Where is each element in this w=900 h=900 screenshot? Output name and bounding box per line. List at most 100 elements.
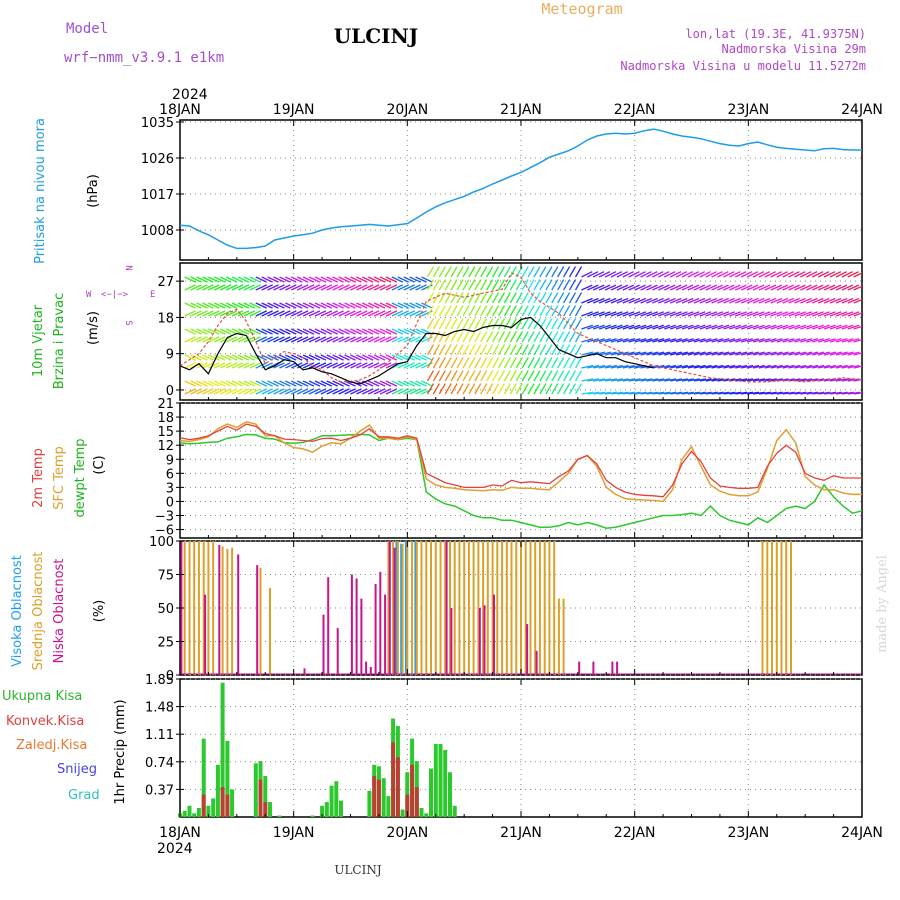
wind-barb xyxy=(438,357,446,369)
precip-bar-total xyxy=(429,768,433,817)
wind-barb xyxy=(243,388,256,395)
wind-barb xyxy=(350,276,362,283)
wind-barb xyxy=(273,354,285,361)
wind-barb xyxy=(515,344,523,356)
wind-barb xyxy=(652,378,665,382)
wind-barb xyxy=(729,351,742,356)
wind-barb xyxy=(397,380,409,387)
wind-barb xyxy=(782,284,794,291)
wind-barb xyxy=(385,310,398,317)
wind-barb xyxy=(237,302,250,309)
wind-barb xyxy=(474,331,482,343)
wind-barb xyxy=(829,284,842,291)
wind-barb xyxy=(640,378,653,382)
wind-barb xyxy=(823,271,836,278)
wind-barb xyxy=(468,305,476,317)
wind-barb xyxy=(249,284,261,291)
wind-barb xyxy=(652,311,664,317)
wind-barb xyxy=(675,297,688,304)
precip-ylabels: Ukupna Kisa Konvek.Kisa Zaledj.Kisa Snij… xyxy=(2,689,128,805)
wind-barb xyxy=(255,362,267,369)
precip-bar-total xyxy=(201,738,206,817)
cloud-bar-mid xyxy=(785,541,788,675)
wind-barb xyxy=(646,338,659,343)
wind-barb xyxy=(782,311,795,317)
wind-barb xyxy=(758,284,771,291)
wind-barb xyxy=(574,344,583,356)
precip-legend-grad: Grad xyxy=(68,788,100,803)
year-bottom: 2024 xyxy=(157,841,193,857)
wind-barb xyxy=(338,388,350,395)
wind-barb xyxy=(634,297,647,304)
wind-barb xyxy=(225,354,238,361)
wind-barb xyxy=(432,370,440,382)
wind-barb xyxy=(456,344,464,356)
wind-barb xyxy=(735,324,747,330)
wind-barb xyxy=(664,284,676,291)
cloud-bar-low xyxy=(578,661,581,675)
wind-barb xyxy=(788,271,800,278)
x-tick-label-bottom: 22JAN xyxy=(614,825,656,841)
wind-barb xyxy=(794,324,807,330)
wind-barb xyxy=(717,391,730,395)
wind-barb xyxy=(486,357,494,369)
wind-barb xyxy=(273,380,285,387)
wind-barb xyxy=(758,324,771,330)
wind-barb xyxy=(426,279,435,291)
wind-barb xyxy=(308,276,321,283)
wind-barb xyxy=(243,302,256,309)
wind-barb xyxy=(267,302,279,309)
wind-barb xyxy=(291,328,303,335)
wind-barb xyxy=(202,284,214,291)
cloud-bar-mid xyxy=(472,541,475,675)
wind-barb xyxy=(670,391,683,395)
wind-barb xyxy=(853,392,862,395)
wind-barb xyxy=(497,292,506,304)
wind-barb xyxy=(450,383,458,395)
wind-barb xyxy=(776,338,789,343)
wind-barb xyxy=(432,357,440,369)
wind-barb xyxy=(776,284,788,291)
wind-barb xyxy=(693,271,705,278)
wind-barb xyxy=(184,336,196,343)
wind-barb xyxy=(664,271,676,278)
wind-barb xyxy=(847,351,860,356)
wind-barb xyxy=(817,271,830,278)
precip-bar-total xyxy=(206,805,211,817)
wind-barb xyxy=(616,324,629,330)
wind-barb xyxy=(646,324,659,330)
wind-barb xyxy=(296,276,309,283)
wind-barb xyxy=(675,271,688,278)
wind-barb xyxy=(841,378,854,382)
wind-barb xyxy=(640,284,652,291)
wind-barb xyxy=(746,311,759,317)
precip-bar-total xyxy=(419,808,424,817)
wind-barb xyxy=(658,271,670,278)
wind-barb xyxy=(687,378,700,382)
wind-barb xyxy=(770,351,783,356)
wind-barb xyxy=(818,351,830,356)
wind-barb xyxy=(497,266,506,278)
wind-barb xyxy=(664,297,676,304)
wind-barb xyxy=(225,328,238,335)
wind-barb xyxy=(291,276,303,283)
precip-bar-convective xyxy=(410,764,415,817)
wind-barb xyxy=(841,364,854,369)
wind-barb xyxy=(794,338,807,343)
cloud-bar-low xyxy=(355,578,358,675)
precip-y-tick-label: 1.11 xyxy=(145,728,174,743)
wind-speed-line xyxy=(179,316,654,385)
wind-barb xyxy=(758,297,771,304)
wind-barb xyxy=(208,336,220,343)
precip-bar-total xyxy=(263,776,268,817)
wind-barb xyxy=(373,380,386,387)
wind-barb xyxy=(521,279,529,291)
wind-barb xyxy=(202,362,214,369)
wind-barb xyxy=(847,271,859,278)
wind-barb xyxy=(296,362,309,369)
wind-barb xyxy=(551,318,559,330)
wind-barb xyxy=(468,331,476,343)
wind-barb xyxy=(788,284,800,291)
wind-barb xyxy=(788,391,801,395)
wind-barb xyxy=(296,302,309,309)
